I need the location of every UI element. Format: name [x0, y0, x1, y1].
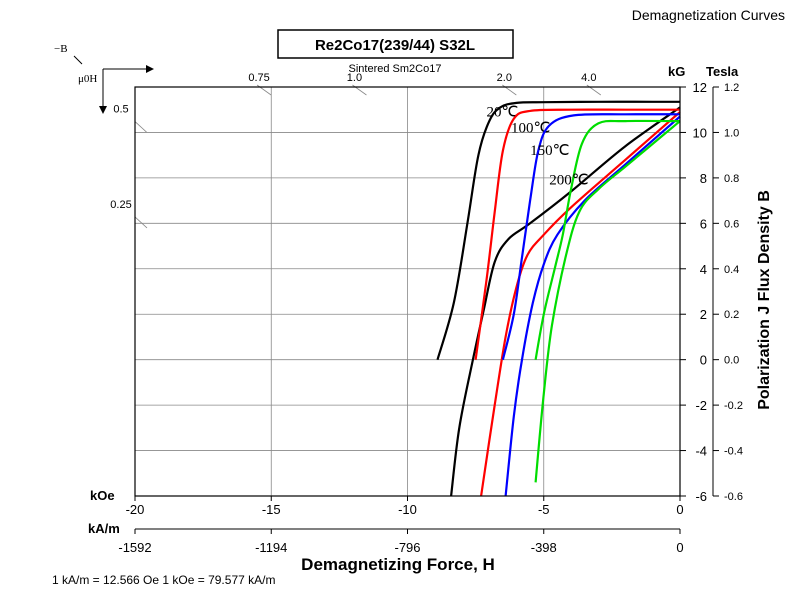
- permeance-label: 4.0: [581, 72, 596, 84]
- x-axis-label: Demagnetizing Force, H: [301, 555, 495, 574]
- y-tick-label-tesla: 0.6: [724, 218, 739, 230]
- series-label-200c: 200℃: [549, 173, 588, 189]
- curve-b-200c: [534, 120, 681, 483]
- unit-conversion-note: 1 kA/m = 12.566 Oe 1 kOe = 79.577 kA/m: [52, 573, 275, 587]
- y-tick-label-kg: 8: [700, 171, 707, 186]
- series-label-100c: 100℃: [511, 120, 550, 136]
- curve-j-150c: [501, 113, 681, 360]
- y-tick-label-kg: -2: [695, 398, 707, 413]
- corner-arrow-down-icon: [99, 106, 107, 114]
- corner-arrow-right-icon: [146, 65, 154, 73]
- y-unit-kg: kG: [668, 64, 685, 79]
- y-tick-label-kg: -6: [695, 489, 707, 504]
- series-label-150c: 150℃: [530, 143, 569, 159]
- x-tick-label-koe: -10: [398, 502, 417, 517]
- y-axis-label: Polarization J Flux Density B: [756, 190, 773, 410]
- y-tick-label-tesla: 0.8: [724, 173, 739, 185]
- curve-j-200c: [534, 119, 681, 360]
- y-tick-label-kg: 4: [700, 262, 707, 277]
- y-tick-label-kg: 10: [693, 125, 707, 140]
- x-tick-label-koe: -20: [126, 502, 145, 517]
- corner-divider: [73, 55, 83, 65]
- corner-label-muh: μ0H: [78, 73, 97, 85]
- y-tick-label-tesla: 0.0: [724, 355, 739, 367]
- x-unit-kam: kA/m: [88, 521, 120, 536]
- y-tick-label-tesla: 1.2: [724, 82, 739, 94]
- curve-b-100c: [480, 111, 681, 497]
- y-tick-label-tesla: 0.2: [724, 309, 739, 321]
- y-tick-label-tesla: 1.0: [724, 127, 739, 139]
- x-tick-label-koe: 0: [676, 502, 683, 517]
- x-tick-label-kam: -1194: [255, 540, 287, 555]
- y-tick-label-tesla: -0.4: [724, 446, 743, 458]
- title-box: [277, 29, 514, 59]
- y-tick-label-kg: 12: [693, 80, 707, 95]
- x-unit-koe: kOe: [90, 488, 115, 503]
- permeance-label: 0.25: [110, 199, 131, 211]
- y-tick-label-kg: 2: [700, 307, 707, 322]
- x-tick-label-kam: 0: [676, 540, 683, 555]
- curve-b-150c: [504, 115, 681, 497]
- series-label-20c: 20℃: [487, 105, 519, 121]
- x-tick-label-koe: -15: [262, 502, 281, 517]
- permeance-label: 1.0: [347, 72, 362, 84]
- plot-grid: [135, 87, 680, 496]
- permeance-label: 0.75: [248, 72, 269, 84]
- x-tick-label-kam: -796: [394, 540, 420, 555]
- permeance-markers: 0.75 1.0 2.0 4.0 0.5 0.25: [110, 72, 602, 229]
- curve-b-20c: [450, 106, 681, 497]
- y-tick-label-kg: -4: [695, 444, 707, 459]
- x-tick-label-kam: -1592: [118, 540, 151, 555]
- y-unit-tesla: Tesla: [706, 64, 739, 79]
- x-tick-label-koe: -5: [538, 502, 550, 517]
- chart-subtitle: Sintered Sm2Co17: [349, 63, 442, 75]
- y-tick-label-tesla: -0.6: [724, 491, 743, 503]
- chart-title: Re2Co17(239/44) S32L: [315, 37, 475, 54]
- permeance-label: 2.0: [497, 72, 512, 84]
- curve-j-20c: [436, 100, 681, 361]
- x-tick-label-kam: -398: [531, 540, 557, 555]
- permeance-tick: [134, 121, 148, 133]
- y-tick-label-tesla: -0.2: [724, 400, 743, 412]
- permeance-label: 0.5: [113, 104, 128, 116]
- y-tick-label-kg: 6: [700, 216, 707, 231]
- curve-j-100c: [474, 108, 681, 360]
- permeance-tick: [134, 216, 148, 229]
- y-tick-label-tesla: 0.4: [724, 264, 739, 276]
- y-tick-label-kg: 0: [700, 353, 707, 368]
- header-title: Demagnetization Curves: [632, 7, 785, 23]
- corner-label-b: −B: [54, 43, 68, 55]
